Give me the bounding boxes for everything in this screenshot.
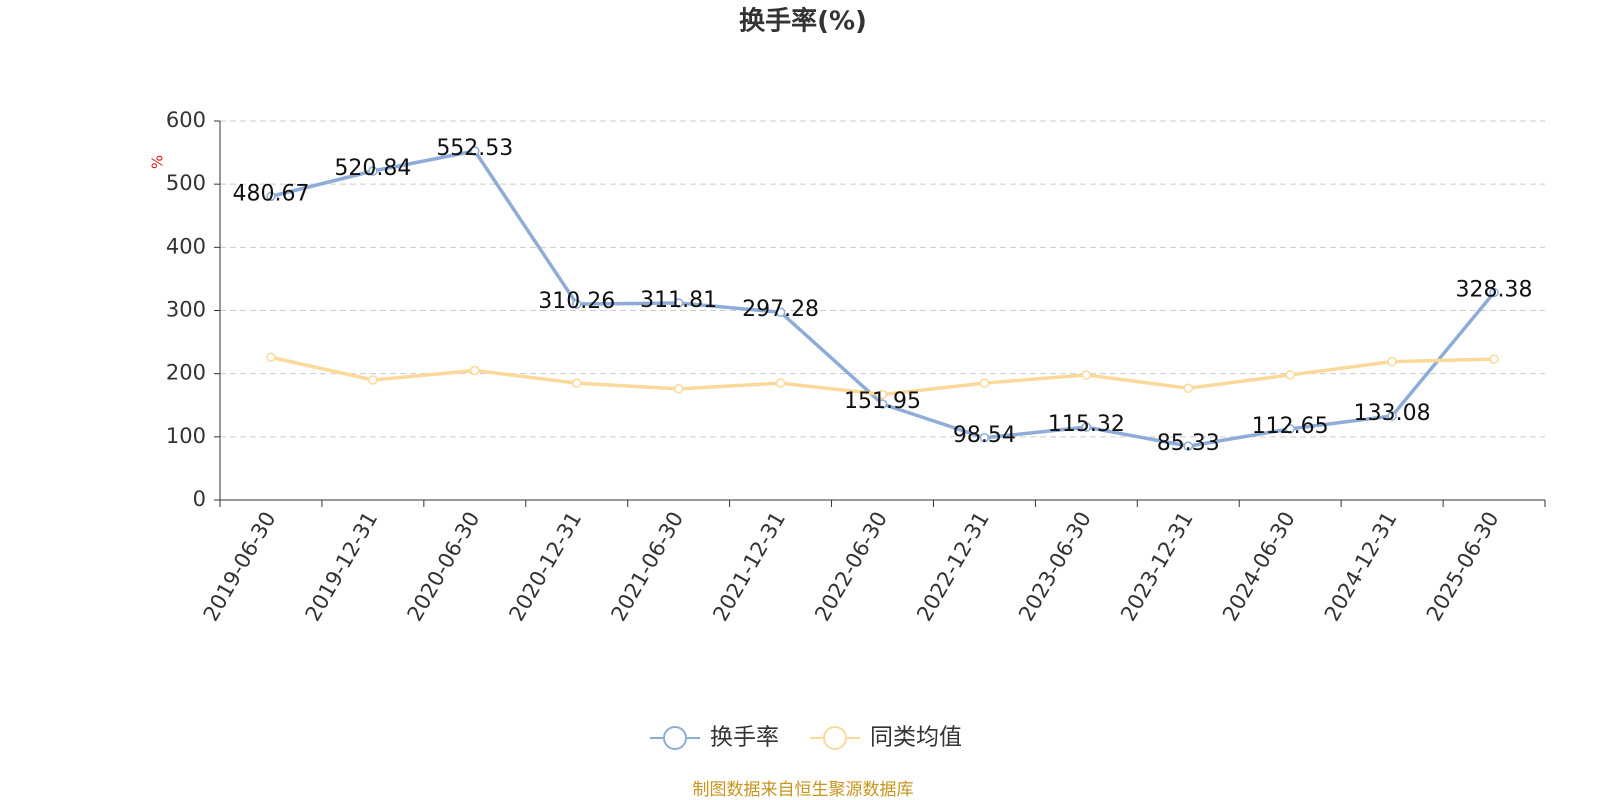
data-label: 311.81 (640, 288, 717, 313)
legend: 换手率 同类均值 (650, 725, 962, 751)
data-point (877, 389, 888, 400)
chart-title: 换手率(%) (739, 6, 867, 37)
data-label: 151.95 (844, 389, 921, 414)
y-tick-label: 500 (166, 171, 206, 195)
y-tick-label: 100 (166, 424, 206, 448)
data-point (673, 384, 684, 394)
data-label: 480.67 (232, 181, 309, 206)
data-point (1489, 287, 1499, 298)
x-tick-label: 2020-06-30 (403, 508, 485, 626)
x-tick-label: 2019-12-31 (301, 508, 383, 626)
x-tick-label: 2021-06-30 (606, 508, 688, 626)
legend-marker (663, 726, 687, 750)
x-tick-label: 2024-12-31 (1320, 508, 1402, 626)
y-axis-label: % (149, 155, 167, 169)
data-point (1183, 441, 1194, 451)
data-point (1285, 424, 1295, 434)
data-point (571, 299, 582, 309)
x-tick-label: 2023-06-30 (1014, 508, 1096, 626)
y-tick-label: 400 (166, 234, 206, 258)
y-tick-label: 0 (193, 487, 206, 511)
data-point (979, 433, 990, 443)
legend-label: 换手率 (710, 725, 779, 751)
x-tick-label: 2024-06-30 (1218, 508, 1300, 626)
data-label: 85.33 (1157, 431, 1220, 456)
x-tick-label: 2023-12-31 (1116, 508, 1198, 626)
data-point (1285, 370, 1295, 380)
data-label: 115.32 (1048, 412, 1125, 437)
legend-item[interactable]: 换手率 (650, 725, 779, 751)
x-tick-label: 2022-06-30 (810, 508, 892, 626)
data-label: 328.38 (1456, 278, 1533, 303)
data-point (1489, 354, 1499, 364)
x-tick-label: 2019-06-30 (199, 508, 281, 626)
data-point (877, 399, 888, 409)
legend-marker (823, 726, 847, 750)
data-point (1387, 411, 1397, 421)
data-point (368, 166, 378, 176)
x-tick-label: 2021-12-31 (708, 508, 790, 626)
data-label: 112.65 (1252, 414, 1329, 439)
y-tick-label: 200 (166, 361, 206, 385)
source-note: 制图数据来自恒生聚源数据库 (693, 780, 914, 800)
data-point (1081, 370, 1092, 380)
x-tick-label: 2022-12-31 (912, 508, 994, 626)
data-point (368, 375, 378, 385)
x-tick-label: 2020-12-31 (504, 508, 586, 626)
data-point (1387, 356, 1397, 367)
data-label: 310.26 (538, 289, 615, 314)
x-tick-label: 2025-06-30 (1422, 508, 1504, 626)
data-point (470, 146, 480, 156)
data-label: 520.84 (334, 156, 411, 181)
data-point (266, 352, 276, 362)
legend-label: 同类均值 (870, 725, 962, 751)
data-point (979, 378, 990, 388)
data-point (775, 307, 786, 317)
data-point (266, 191, 276, 202)
y-tick-label: 300 (166, 298, 206, 322)
data-point (673, 298, 684, 308)
data-point (470, 365, 480, 376)
data-point (571, 378, 582, 388)
data-point (775, 378, 786, 388)
data-label: 133.08 (1354, 401, 1431, 426)
legend-item[interactable]: 同类均值 (810, 725, 962, 751)
data-label: 98.54 (953, 423, 1016, 448)
y-tick-label: 600 (166, 108, 206, 132)
data-label: 552.53 (436, 136, 513, 161)
data-point (1183, 383, 1194, 393)
data-label: 297.28 (742, 297, 819, 322)
data-point (1081, 422, 1092, 432)
